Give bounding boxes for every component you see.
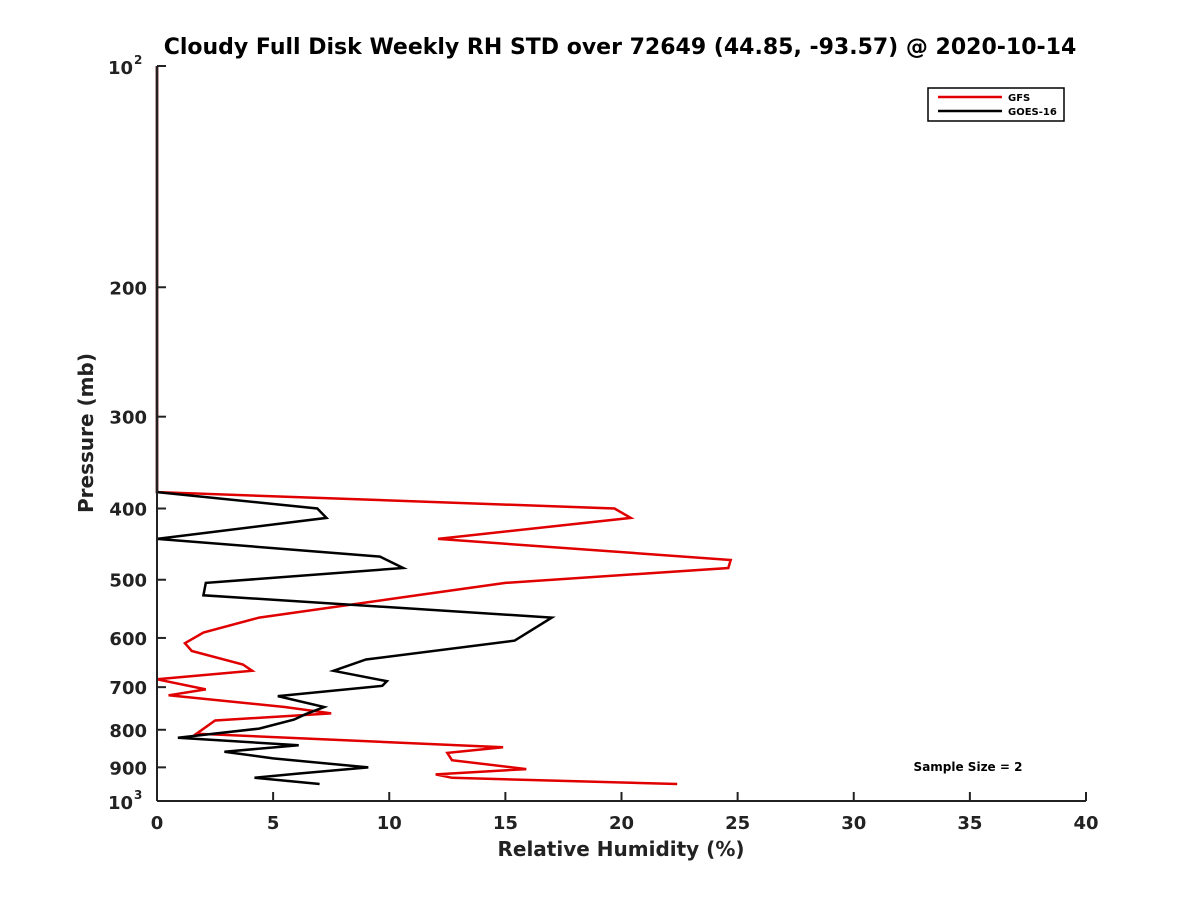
x-tick-label-10: 10	[377, 813, 402, 834]
y-tick-label-300: 300	[109, 408, 147, 429]
chart-title: Cloudy Full Disk Weekly RH STD over 7264…	[164, 35, 1077, 60]
x-tick-label-25: 25	[725, 813, 750, 834]
y-tick-exponent: 2	[134, 53, 142, 67]
y-tick-label-200: 200	[109, 278, 147, 299]
y-tick-label-100: 10 2	[108, 53, 142, 79]
y-tick-exponent: 3	[134, 788, 142, 802]
x-tick-label-0: 0	[151, 813, 164, 834]
y-tick-label-700: 700	[109, 678, 147, 699]
y-tick-label-600: 600	[109, 629, 147, 650]
x-tick-label-35: 35	[957, 813, 982, 834]
y-tick-label-500: 500	[109, 571, 147, 592]
x-tick-label-5: 5	[267, 813, 280, 834]
x-tick-label-30: 30	[841, 813, 866, 834]
y-tick-label-900: 900	[109, 758, 147, 779]
x-tick-label-40: 40	[1073, 813, 1098, 834]
x-tick-label-20: 20	[609, 813, 634, 834]
x-tick-label-15: 15	[493, 813, 518, 834]
sample-size-annotation: Sample Size = 2	[914, 760, 1023, 774]
y-tick-label-800: 800	[109, 721, 147, 742]
y-tick-base: 10	[108, 58, 133, 79]
x-axis-label: Relative Humidity (%)	[497, 837, 744, 861]
series-line-gfs	[155, 66, 733, 786]
series-line-goes-16	[155, 66, 556, 786]
y-tick-base: 10	[108, 793, 133, 814]
y-axis-label: Pressure (mb)	[74, 353, 98, 513]
y-tick-label-1000: 10 3	[108, 788, 142, 814]
legend-label-gfs: GFS	[1008, 93, 1030, 104]
y-tick-label-400: 400	[109, 500, 147, 521]
legend-box	[927, 87, 1065, 122]
legend-label-goes-16: GOES-16	[1008, 107, 1057, 118]
